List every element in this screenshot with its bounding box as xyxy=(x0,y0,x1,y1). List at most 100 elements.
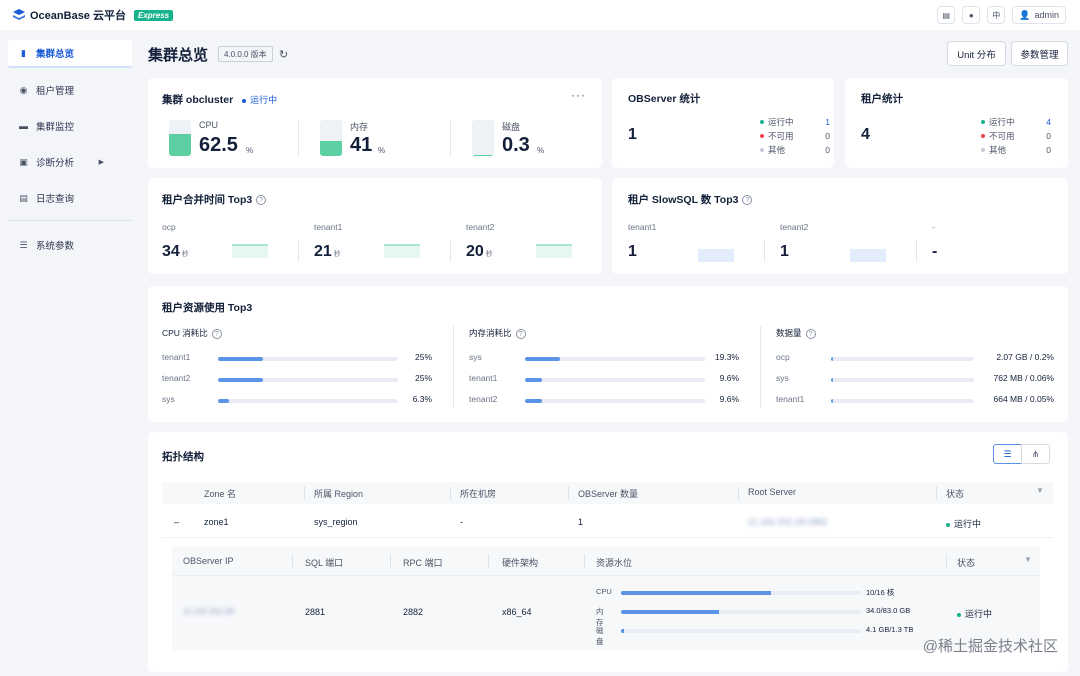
disk-gauge xyxy=(472,120,494,156)
col-arch: 硬件架构 xyxy=(502,558,539,568)
row-fill xyxy=(525,378,543,382)
status-dot xyxy=(981,134,985,138)
slowsql-item-value: 1 xyxy=(628,243,637,260)
merge-time-card: 租户合并时间 Top3? ocp 34 秒 tenant1 21 秒 tenant2… xyxy=(148,178,602,274)
sidebar-item-diagnosis[interactable]: ▣ 诊断分析 ▶ xyxy=(8,148,132,176)
help-icon[interactable]: ? xyxy=(805,328,816,339)
legend-count: 4 xyxy=(1046,117,1051,127)
filter-icon[interactable]: ▼ xyxy=(1036,486,1044,495)
cpu-row: tenant2 25% xyxy=(162,373,432,387)
col-separator xyxy=(488,554,489,568)
legend-label: 运行中 xyxy=(768,117,794,127)
server-ip[interactable]: 11.162.202.28 xyxy=(183,607,234,616)
zone-status-text: 运行中 xyxy=(954,519,982,529)
divider xyxy=(764,240,765,262)
row-track xyxy=(831,399,974,403)
collapse-icon[interactable]: – xyxy=(174,517,180,527)
col-separator xyxy=(450,486,451,500)
row-label: sys xyxy=(776,373,789,383)
row-value: 762 MB / 0.06% xyxy=(993,373,1054,383)
resource-fill xyxy=(621,610,720,614)
sidebar-item-tenants[interactable]: ◉ 租户管理 xyxy=(8,76,132,104)
tenant-stats-card: 租户统计 4 运行中 4 不可用 0 其他 0 xyxy=(845,78,1068,168)
language-switch[interactable]: 中 xyxy=(987,6,1006,24)
data-row: tenant1 664 MB / 0.05% xyxy=(776,394,1056,408)
cluster-status-text: 运行中 xyxy=(250,95,278,105)
sliders-icon: ☰ xyxy=(19,239,28,250)
list-view-toggle[interactable]: ☰ xyxy=(993,444,1022,464)
legend-running: 运行中 1 xyxy=(760,116,830,128)
page-title: 集群总览 xyxy=(148,47,209,64)
more-icon[interactable]: ··· xyxy=(571,88,586,102)
disk-label: 磁盘 xyxy=(502,122,521,132)
help-icon[interactable]: ? xyxy=(211,328,222,339)
server-row: 11.162.202.28 2881 2882 x86_64 CPU 10/16 … xyxy=(172,576,1040,650)
book-icon[interactable]: ▤ xyxy=(937,6,956,24)
merge-time-title: 租户合并时间 Top3? xyxy=(162,192,267,207)
slowsql-sparkline xyxy=(850,249,886,262)
col-separator xyxy=(738,486,739,500)
bar-chart-icon: ▮ xyxy=(21,47,26,58)
sidebar-item-params[interactable]: ☰ 系统参数 xyxy=(8,231,132,259)
user-menu[interactable]: 👤 admin xyxy=(1012,6,1066,24)
bulb-icon[interactable]: ● xyxy=(962,6,981,24)
row-label: sys xyxy=(162,394,175,404)
slowsql-title-text: 租户 SlowSQL 数 Top3 xyxy=(628,194,739,206)
slowsql-item-name: - xyxy=(932,222,935,232)
watermark: @稀土掘金技术社区 xyxy=(922,638,1058,655)
server-rpc-port: 2882 xyxy=(403,607,424,617)
param-management-button[interactable]: 参数管理 xyxy=(1011,41,1068,66)
col-region: 所属 Region xyxy=(314,489,364,499)
col-separator xyxy=(584,554,585,568)
resource-usage-card: 租户资源使用 Top3 CPU 消耗比? tenant1 25% tenant2 2… xyxy=(148,286,1068,422)
resource-label: 内存 xyxy=(596,607,604,627)
brand-logo[interactable]: OceanBase 云平台 Express xyxy=(12,7,174,23)
col-separator xyxy=(568,486,569,500)
memory-value: 41 xyxy=(350,134,373,156)
resource-label: CPU xyxy=(596,587,612,596)
legend-label: 不可用 xyxy=(989,131,1015,141)
resource-track xyxy=(621,629,861,633)
refresh-icon[interactable]: ↻ xyxy=(279,49,289,61)
merge-time-title-text: 租户合并时间 Top3 xyxy=(162,194,253,206)
col-idc: 所在机房 xyxy=(460,489,497,499)
col-rpc-port: RPC 端口 xyxy=(403,558,443,568)
slowsql-sparkline xyxy=(698,249,734,262)
slowsql-item-value: - xyxy=(932,243,938,260)
row-value: 6.3% xyxy=(412,394,432,404)
legend-count: 0 xyxy=(1046,145,1051,155)
merge-sparkline xyxy=(232,244,268,258)
sidebar-item-label: 日志查询 xyxy=(36,194,75,205)
divider xyxy=(298,240,299,262)
memory-gauge xyxy=(320,120,342,156)
zone-region: sys_region xyxy=(314,517,358,527)
status-dot xyxy=(760,148,764,152)
server-arch: x86_64 xyxy=(502,607,532,617)
divider xyxy=(450,120,451,156)
row-label: tenant1 xyxy=(776,394,805,404)
monitor-icon: ▬ xyxy=(19,121,28,131)
filter-icon[interactable]: ▼ xyxy=(1024,555,1032,564)
sidebar-item-monitor[interactable]: ▬ 集群监控 xyxy=(8,112,132,140)
zone-row[interactable]: – zone1 sys_region - 1 11.162.202.28:288… xyxy=(162,508,1053,538)
unit-distribution-button[interactable]: Unit 分布 xyxy=(947,41,1006,66)
cpu-label: CPU xyxy=(199,120,219,130)
sidebar-item-overview[interactable]: ▮ 集群总览 xyxy=(8,40,132,68)
topology-card: 拓扑结构 ☰ ⋔ Zone 名 所属 Region 所在机房 OBServer … xyxy=(148,432,1068,672)
cluster-name: 集群 obcluster xyxy=(162,94,234,106)
col-observer-count: OBServer 数量 xyxy=(578,489,639,499)
sidebar-item-logs[interactable]: ▤ 日志查询 xyxy=(8,184,132,212)
row-value: 19.3% xyxy=(714,352,739,362)
tree-view-toggle[interactable]: ⋔ xyxy=(1021,444,1050,464)
help-icon[interactable]: ? xyxy=(515,328,526,339)
memory-ratio-title-text: 内存消耗比 xyxy=(469,328,512,338)
cpu-ratio-title: CPU 消耗比? xyxy=(162,327,222,339)
row-track xyxy=(831,357,974,361)
col-root-server: Root Server xyxy=(748,487,797,497)
edition-badge: Express xyxy=(133,9,174,21)
row-fill xyxy=(831,399,833,403)
help-icon[interactable]: ? xyxy=(742,195,753,206)
help-icon[interactable]: ? xyxy=(256,195,267,206)
brand-name: OceanBase 云平台 xyxy=(30,10,126,22)
row-track xyxy=(218,357,398,361)
